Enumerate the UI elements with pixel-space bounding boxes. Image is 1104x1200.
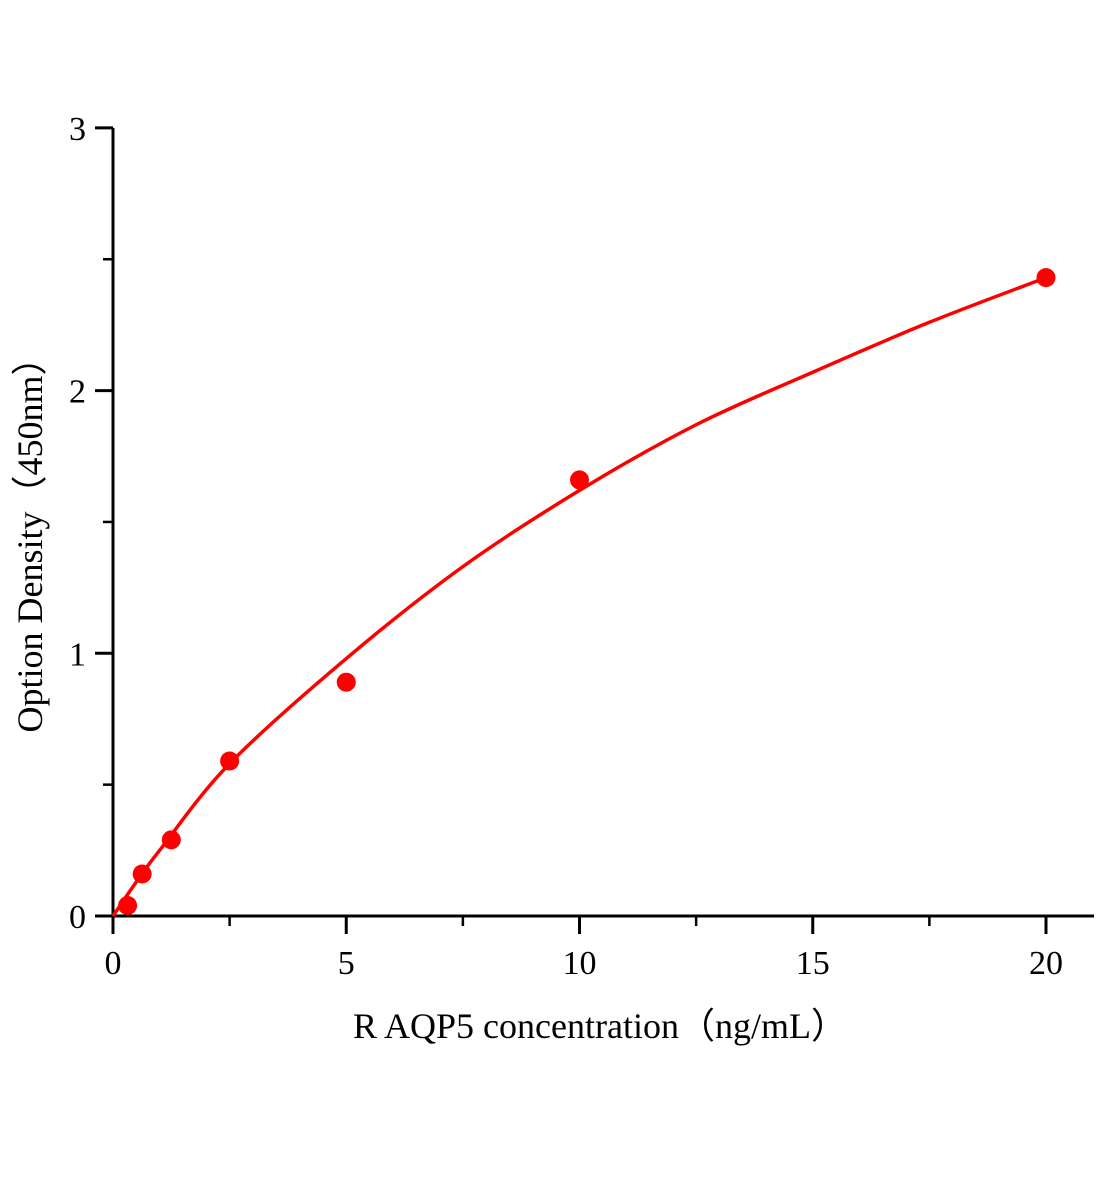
data-point <box>336 672 356 692</box>
y-tick-label: 2 <box>69 374 86 411</box>
x-tick-label: 20 <box>1029 945 1063 982</box>
y-tick-label: 1 <box>69 636 86 673</box>
data-point <box>132 864 152 884</box>
data-points <box>118 268 1056 915</box>
data-point <box>570 470 589 490</box>
data-point <box>118 895 138 915</box>
x-tick-label: 15 <box>796 945 830 982</box>
data-point <box>161 830 181 850</box>
data-point <box>220 751 240 771</box>
x-tick-label: 5 <box>338 945 355 982</box>
fit-curve <box>111 276 1047 917</box>
data-point <box>1036 268 1056 288</box>
x-tick-label: 10 <box>563 945 597 982</box>
x-axis-label: R AQP5 concentration（ng/mL） <box>353 1006 847 1046</box>
y-tick-label: 0 <box>69 899 86 936</box>
axes <box>111 127 1094 934</box>
x-tick-label: 0 <box>105 945 122 982</box>
y-axis-label: Option Density（450nm） <box>10 340 50 733</box>
y-tick-label: 3 <box>69 111 86 148</box>
ticks: 0 5 10 15 20 0 1 2 3 <box>69 111 1063 982</box>
